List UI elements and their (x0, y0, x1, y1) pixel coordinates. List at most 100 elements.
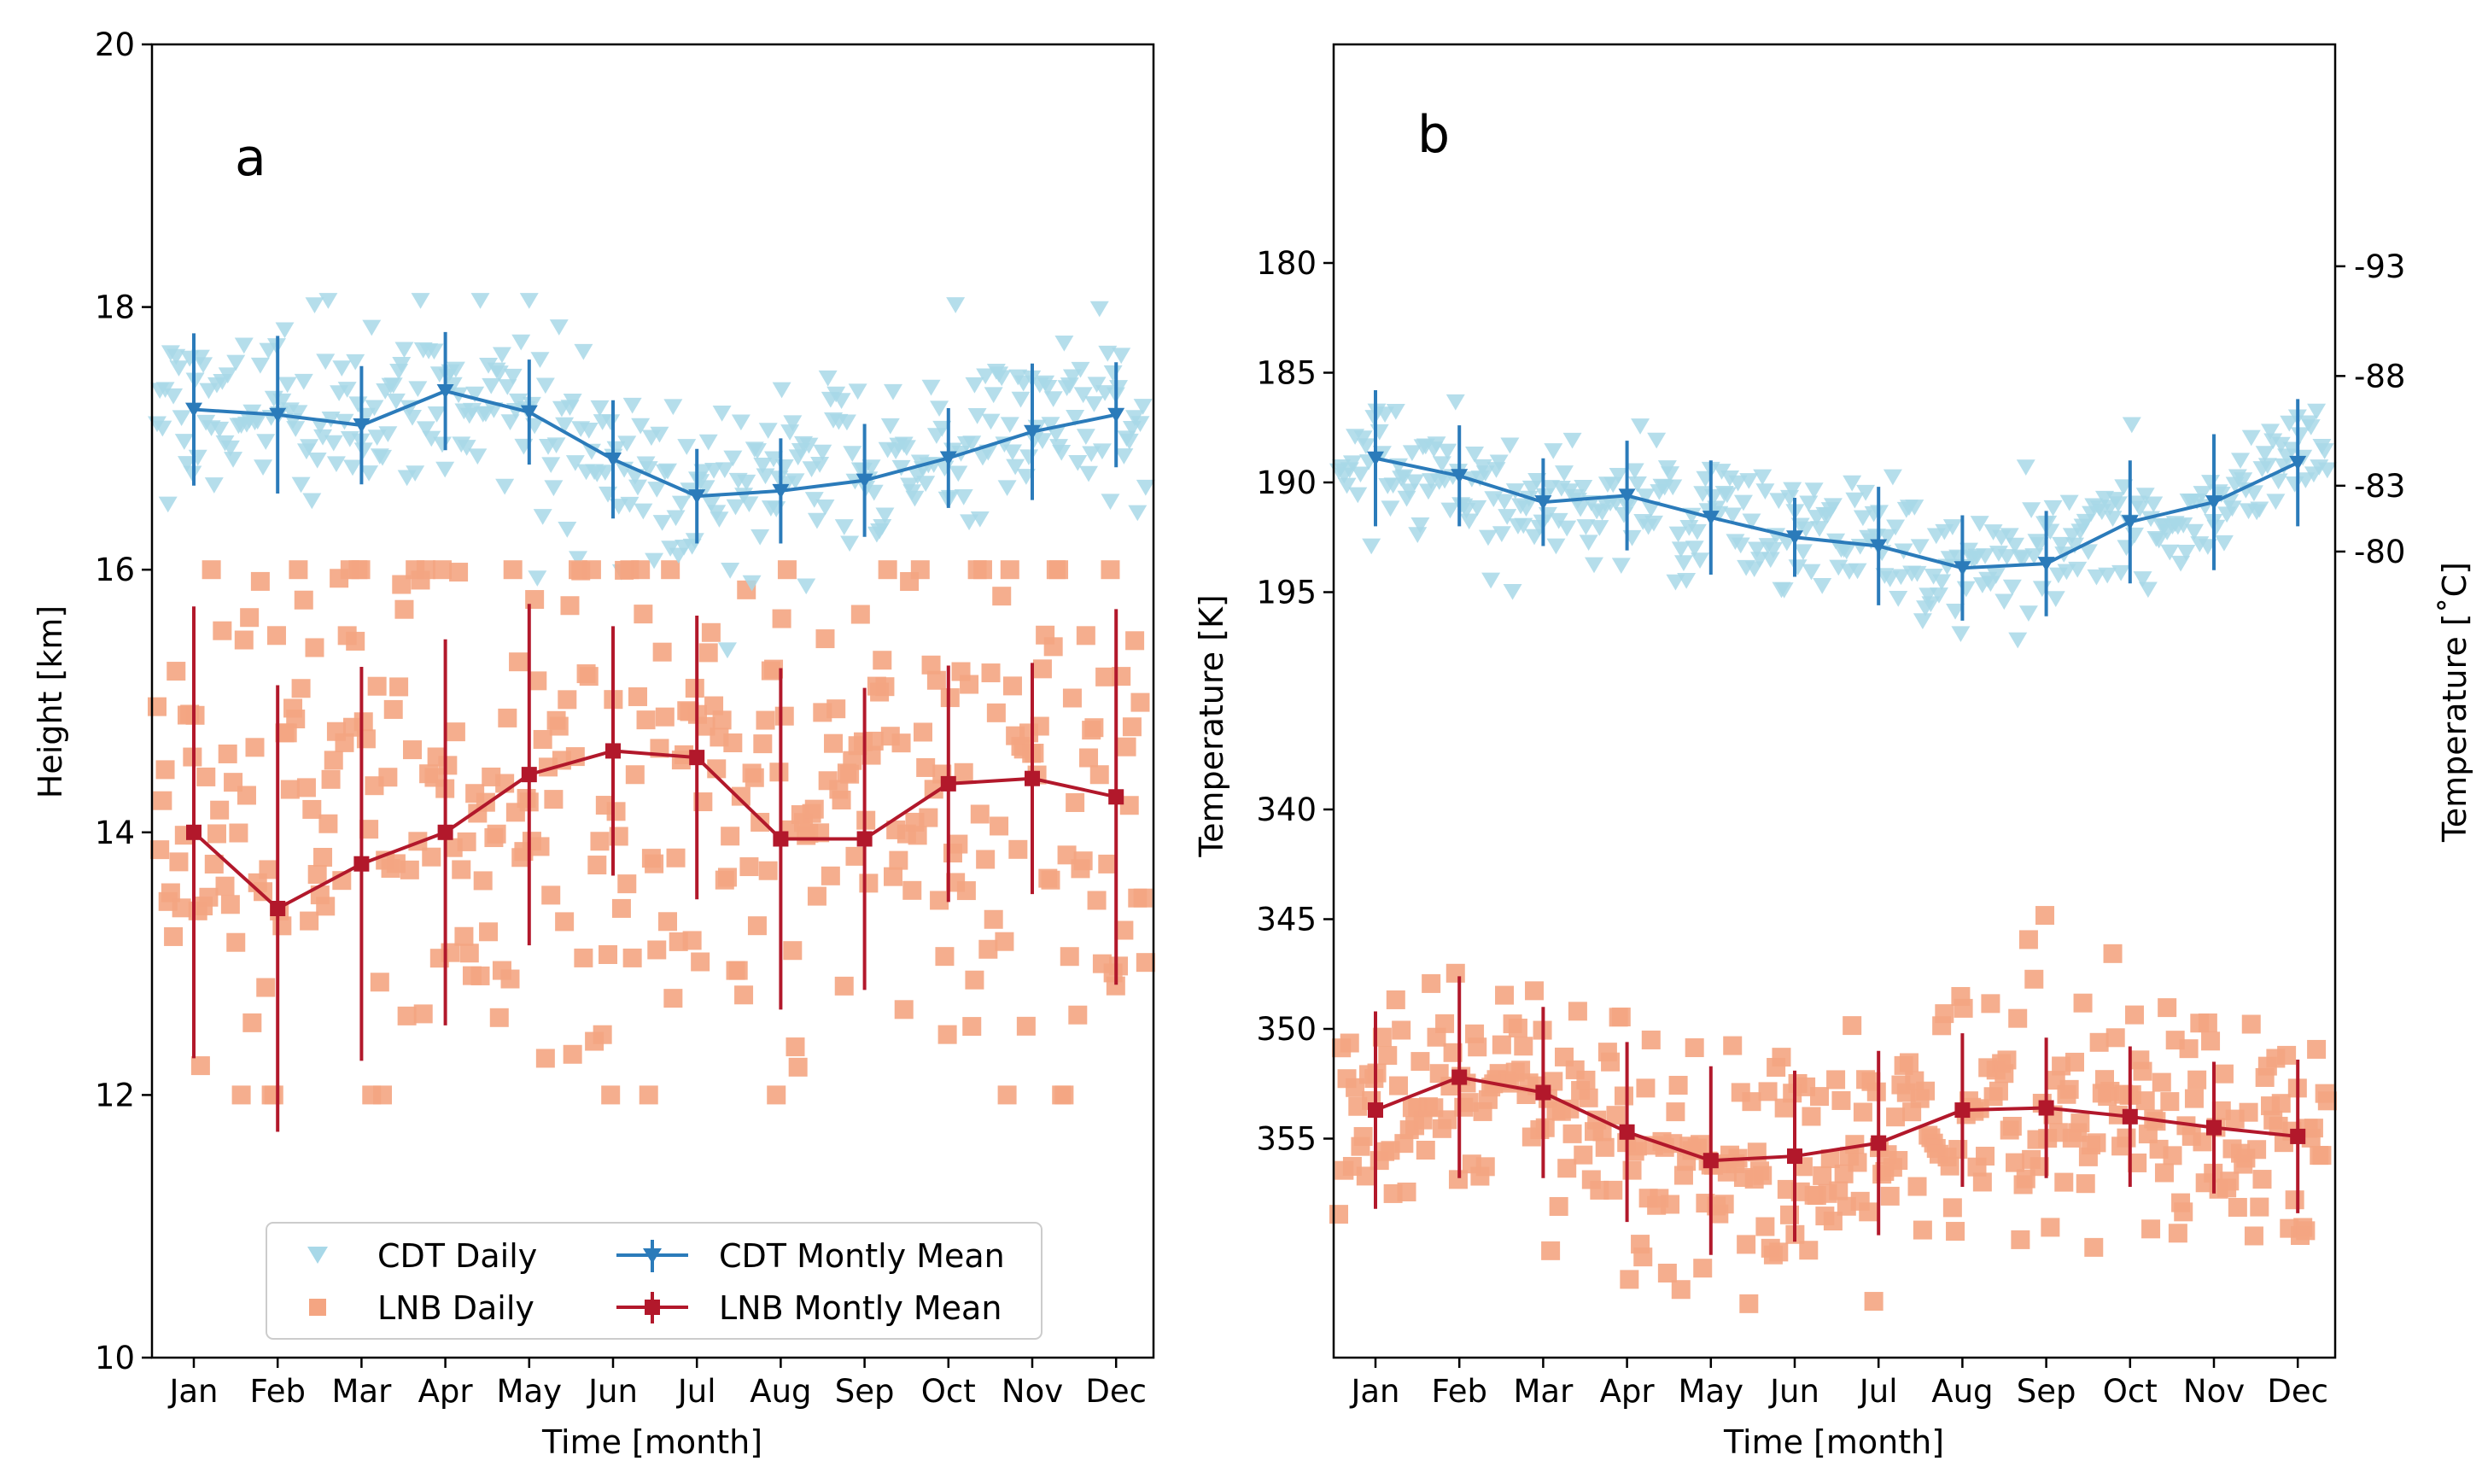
panel-a-cdt-daily-point (832, 393, 851, 409)
panel-b-cdt-daily-point (1516, 500, 1536, 517)
panel-b-cdt-daily-point (1709, 505, 1729, 523)
panel-b-lnb-daily-point (1843, 1016, 1862, 1036)
panel-b-cdt-daily-point (2222, 500, 2242, 517)
panel-a-lnb-daily-point (1109, 956, 1129, 976)
panel-a-lnb-daily-point (962, 1017, 982, 1037)
panel-a-lnb-daily-point (910, 560, 930, 580)
panel-a-cdt-daily-point (815, 499, 835, 516)
panel-b-cdt-daily-point (2241, 429, 2261, 447)
panel-a-lnb-daily-point (383, 699, 403, 719)
legend-lnb-daily-label: LNB Daily (377, 1289, 534, 1327)
panel-b-lnb-daily-point (1448, 1170, 1468, 1189)
legend-cdt-mean-marker (643, 1248, 662, 1264)
panel-a-frame (150, 43, 1155, 1359)
panel-b-cdt-daily-point (2114, 479, 2134, 496)
panel-b-cdt-daily-point (1666, 574, 1685, 591)
panel-a-lnb-daily-point (549, 716, 569, 736)
panel-a-lnb-mean-point (353, 856, 370, 872)
panel-a-lnb-daily-point (215, 876, 235, 896)
panel-b-cdt-daily-point (2008, 632, 2028, 649)
panel-a-lnb-mean-point (940, 775, 956, 792)
panel-a-cdt-daily-point (1089, 301, 1109, 318)
panel-a-cdt-daily-point (891, 459, 911, 476)
panel-a-cdt-daily-point (837, 414, 856, 431)
panel-b-lnb-daily-point (1769, 1242, 1789, 1262)
panel-a-cdt-daily-point (645, 552, 664, 570)
panel-b-lnb-daily-point (2184, 1089, 2204, 1108)
panel-a-lnb-daily-point (1062, 688, 1082, 708)
panel-a-lnb-daily-point (657, 912, 677, 932)
panel-a-lnb-mean-point (437, 824, 453, 840)
panel-a-cdt-daily-point (1109, 380, 1129, 396)
panel-a-lnb-daily-point (908, 826, 927, 845)
panel-a-cdt-daily-point (954, 489, 973, 505)
panel-a-cdt-daily-point (492, 347, 511, 364)
panel-a-lnb-daily-point (824, 733, 844, 753)
panel-a-cdt-daily-point (1084, 396, 1104, 412)
panel-b-lnb-daily-point (1864, 1292, 1884, 1312)
panel-a-lnb-daily-point (498, 708, 517, 727)
panel-b-lnb-mean-point (1368, 1102, 1383, 1119)
panel-b-cdt-daily-point (2266, 494, 2286, 511)
panel-b-lnb-daily-point (1636, 1078, 1656, 1098)
panel-b-cdt-daily-point (1647, 432, 1667, 449)
panel-b-lnb-daily-point (1913, 1220, 1932, 1240)
panel-b-lnb-daily-point (1829, 1181, 1848, 1201)
panel-b-lnb-daily-point (1627, 1136, 1647, 1156)
panel-a-lnb-daily-point (777, 560, 797, 580)
panel-a-cdt-daily-point (313, 429, 333, 446)
panel-a-lnb-daily-point (919, 808, 938, 827)
panel-b-cdt-daily-point (1907, 565, 1927, 582)
panel-a-cdt-daily-point (634, 503, 653, 520)
panel-b-ytick-label: 340 (1256, 792, 1317, 828)
panel-b-cdt-daily-point (1883, 469, 1902, 486)
panel-b-cdt-daily-point (1889, 590, 1908, 607)
panel-b-lnb-daily-point (1353, 1126, 1373, 1146)
panel-b-cdt-daily-point (1761, 552, 1780, 569)
panel-a-lnb-daily-point (921, 655, 941, 675)
panel-b-xtick-label: Dec (2267, 1373, 2328, 1410)
panel-a-lnb-daily-point (555, 912, 575, 932)
panel-a-cdt-daily-point (671, 495, 691, 512)
panel-a-cdt-daily-point (780, 424, 800, 441)
panel-a-lnb-daily-point (210, 800, 230, 820)
panel-a-cdt-daily-point (346, 353, 365, 371)
panel-b-lnb-daily-point (1340, 1033, 1359, 1053)
panel-b-cdt-daily-point (1592, 505, 1612, 521)
panel-a-lnb-daily-point (924, 780, 943, 799)
panel-b-cdt-daily-point (1891, 569, 1911, 586)
panel-b-lnb-mean-point (1619, 1124, 1635, 1140)
panel-b-cdt-daily-point (2315, 443, 2334, 459)
panel-b-lnb-daily-point (1492, 1035, 1511, 1055)
panel-a-lnb-daily-point (721, 827, 740, 846)
panel-a-cdt-daily-point (549, 319, 569, 336)
panel-b-lnb-daily-point (1568, 1002, 1587, 1021)
panel-b-cdt-daily-point (2135, 488, 2155, 504)
panel-a-cdt-daily-point (300, 439, 319, 455)
panel-a-lnb-daily-point (335, 733, 354, 752)
panel-a-cdt-daily-point (250, 357, 270, 374)
panel-b-cdt-daily-point (2234, 472, 2253, 488)
panel-a-cdt-daily-point (834, 519, 854, 535)
panel-a-cdt-daily-point (446, 361, 465, 378)
panel-a-cdt-daily-point (976, 368, 996, 385)
panel-b-cdt-daily-point (1755, 483, 1775, 500)
panel-b-lnb-daily-point (2103, 944, 2123, 963)
panel-a-cdt-daily-point (535, 377, 555, 394)
panel-b-lnb-daily-point (2076, 1174, 2095, 1194)
panel-a-cdt-mean-point (520, 405, 538, 420)
panel-b-lnb-daily-point (1410, 1052, 1430, 1072)
panel-b-lnb-daily-point (1606, 1106, 1626, 1125)
panel-b-cdt-daily-point (1427, 436, 1446, 453)
panel-a-lnb-daily-point (807, 886, 826, 906)
panel-b-lnb-daily-point (1948, 1140, 1968, 1160)
panel-b-lnb-daily-point (2135, 1091, 2155, 1111)
panel-b-cdt-daily-point (2022, 502, 2041, 518)
panel-a-cdt-mean-point (939, 451, 957, 466)
panel-a-cdt-daily-point (873, 518, 892, 535)
panel-a-cdt-daily-point (220, 440, 240, 457)
panel-b-cdt-daily-point (1793, 544, 1813, 561)
panel-b-cdt-daily-point (1459, 513, 1479, 530)
panel-b-cdt-daily-point (2002, 579, 2022, 596)
panel-a-lnb-daily-point (731, 786, 750, 806)
